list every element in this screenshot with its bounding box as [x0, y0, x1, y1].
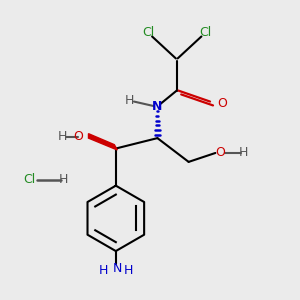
Text: Cl: Cl: [142, 26, 154, 39]
Text: H: H: [58, 130, 67, 143]
Text: O: O: [215, 146, 225, 160]
Text: H: H: [124, 94, 134, 107]
Text: Cl: Cl: [199, 26, 211, 39]
Text: N: N: [112, 262, 122, 275]
Text: Cl: Cl: [23, 173, 36, 186]
Text: H: H: [239, 146, 248, 160]
Text: H: H: [59, 173, 68, 186]
Polygon shape: [88, 134, 117, 150]
Text: H: H: [124, 264, 134, 277]
Text: H: H: [99, 264, 108, 277]
Text: O: O: [73, 130, 83, 143]
Text: N: N: [152, 100, 163, 113]
Text: O: O: [217, 98, 227, 110]
